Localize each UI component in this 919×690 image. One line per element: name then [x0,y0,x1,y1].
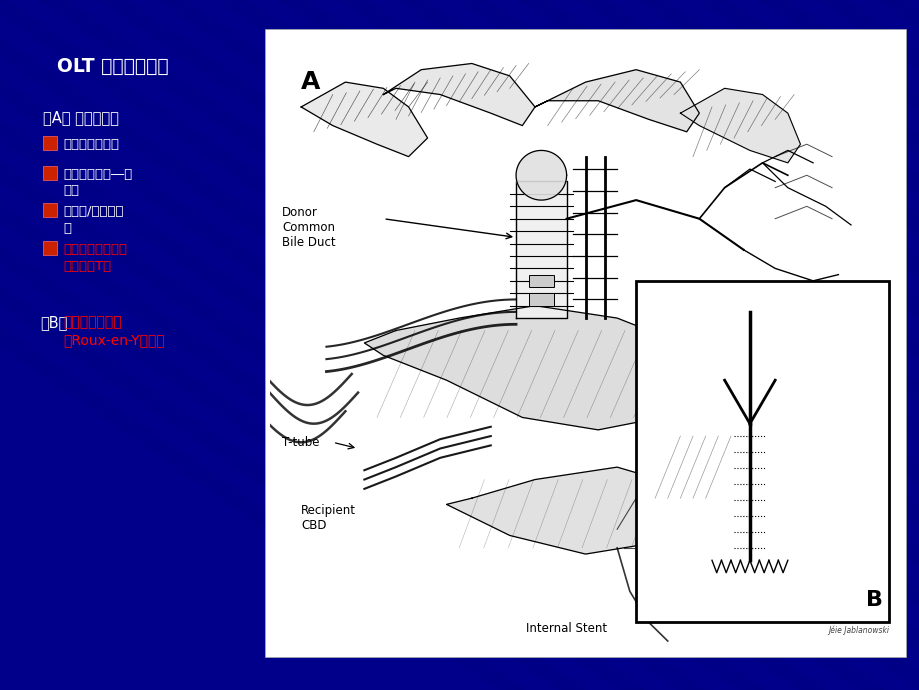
Polygon shape [0,0,884,690]
Text: B: B [865,590,881,610]
Polygon shape [699,0,919,690]
Polygon shape [0,0,525,690]
Polygon shape [879,0,919,690]
Text: Jéie Jablanowski: Jéie Jablanowski [827,625,888,635]
Polygon shape [100,0,919,690]
Polygon shape [400,0,919,690]
Polygon shape [0,0,644,690]
Polygon shape [220,0,919,690]
Polygon shape [680,88,800,163]
Text: 肝动脉之间端―端
吻合: 肝动脉之间端―端 吻合 [62,168,132,197]
Text: Internal Stent: Internal Stent [526,622,607,635]
Text: A: A [301,70,320,94]
Bar [528,275,553,287]
Polygon shape [640,0,919,690]
Polygon shape [446,467,698,554]
Polygon shape [0,0,584,690]
Text: 门静脉端端吻合: 门静脉端端吻合 [62,138,119,151]
Text: 肝静脉/腔静脉吻
合: 肝静脉/腔静脉吻 合 [62,205,123,235]
Polygon shape [340,0,919,690]
Polygon shape [364,306,698,430]
Text: 胆总管端端吻合放
或不放置T管: 胆总管端端吻合放 或不放置T管 [62,243,127,273]
Polygon shape [0,0,824,690]
Text: （B）: （B） [40,315,67,330]
Bar [528,293,553,306]
Polygon shape [759,0,919,690]
Text: Donor
Common
Bile Duct: Donor Common Bile Duct [282,206,335,249]
Bar [635,281,888,622]
Polygon shape [301,82,427,157]
Text: OLT 标准吻合方式: OLT 标准吻合方式 [57,57,168,76]
Polygon shape [516,181,566,318]
Polygon shape [383,63,535,126]
Polygon shape [0,0,765,690]
Bar [43,166,57,180]
Polygon shape [0,0,704,690]
Polygon shape [40,0,919,690]
Bar [43,136,57,150]
Text: T-tube: T-tube [282,436,320,448]
Polygon shape [460,0,919,690]
Polygon shape [535,70,698,132]
Text: Recipient
CBD: Recipient CBD [301,504,356,533]
Bar [43,203,57,217]
Polygon shape [819,0,919,690]
Polygon shape [160,0,919,690]
Polygon shape [519,0,919,690]
Text: 胆总管空肠吻合
（Roux-en-Y方式）: 胆总管空肠吻合 （Roux-en-Y方式） [62,315,165,347]
Polygon shape [279,0,919,690]
Bar [43,241,57,255]
Bar [265,29,905,657]
Text: （A） 供体与受体: （A） 供体与受体 [43,110,119,125]
Polygon shape [579,0,919,690]
Polygon shape [516,150,566,200]
